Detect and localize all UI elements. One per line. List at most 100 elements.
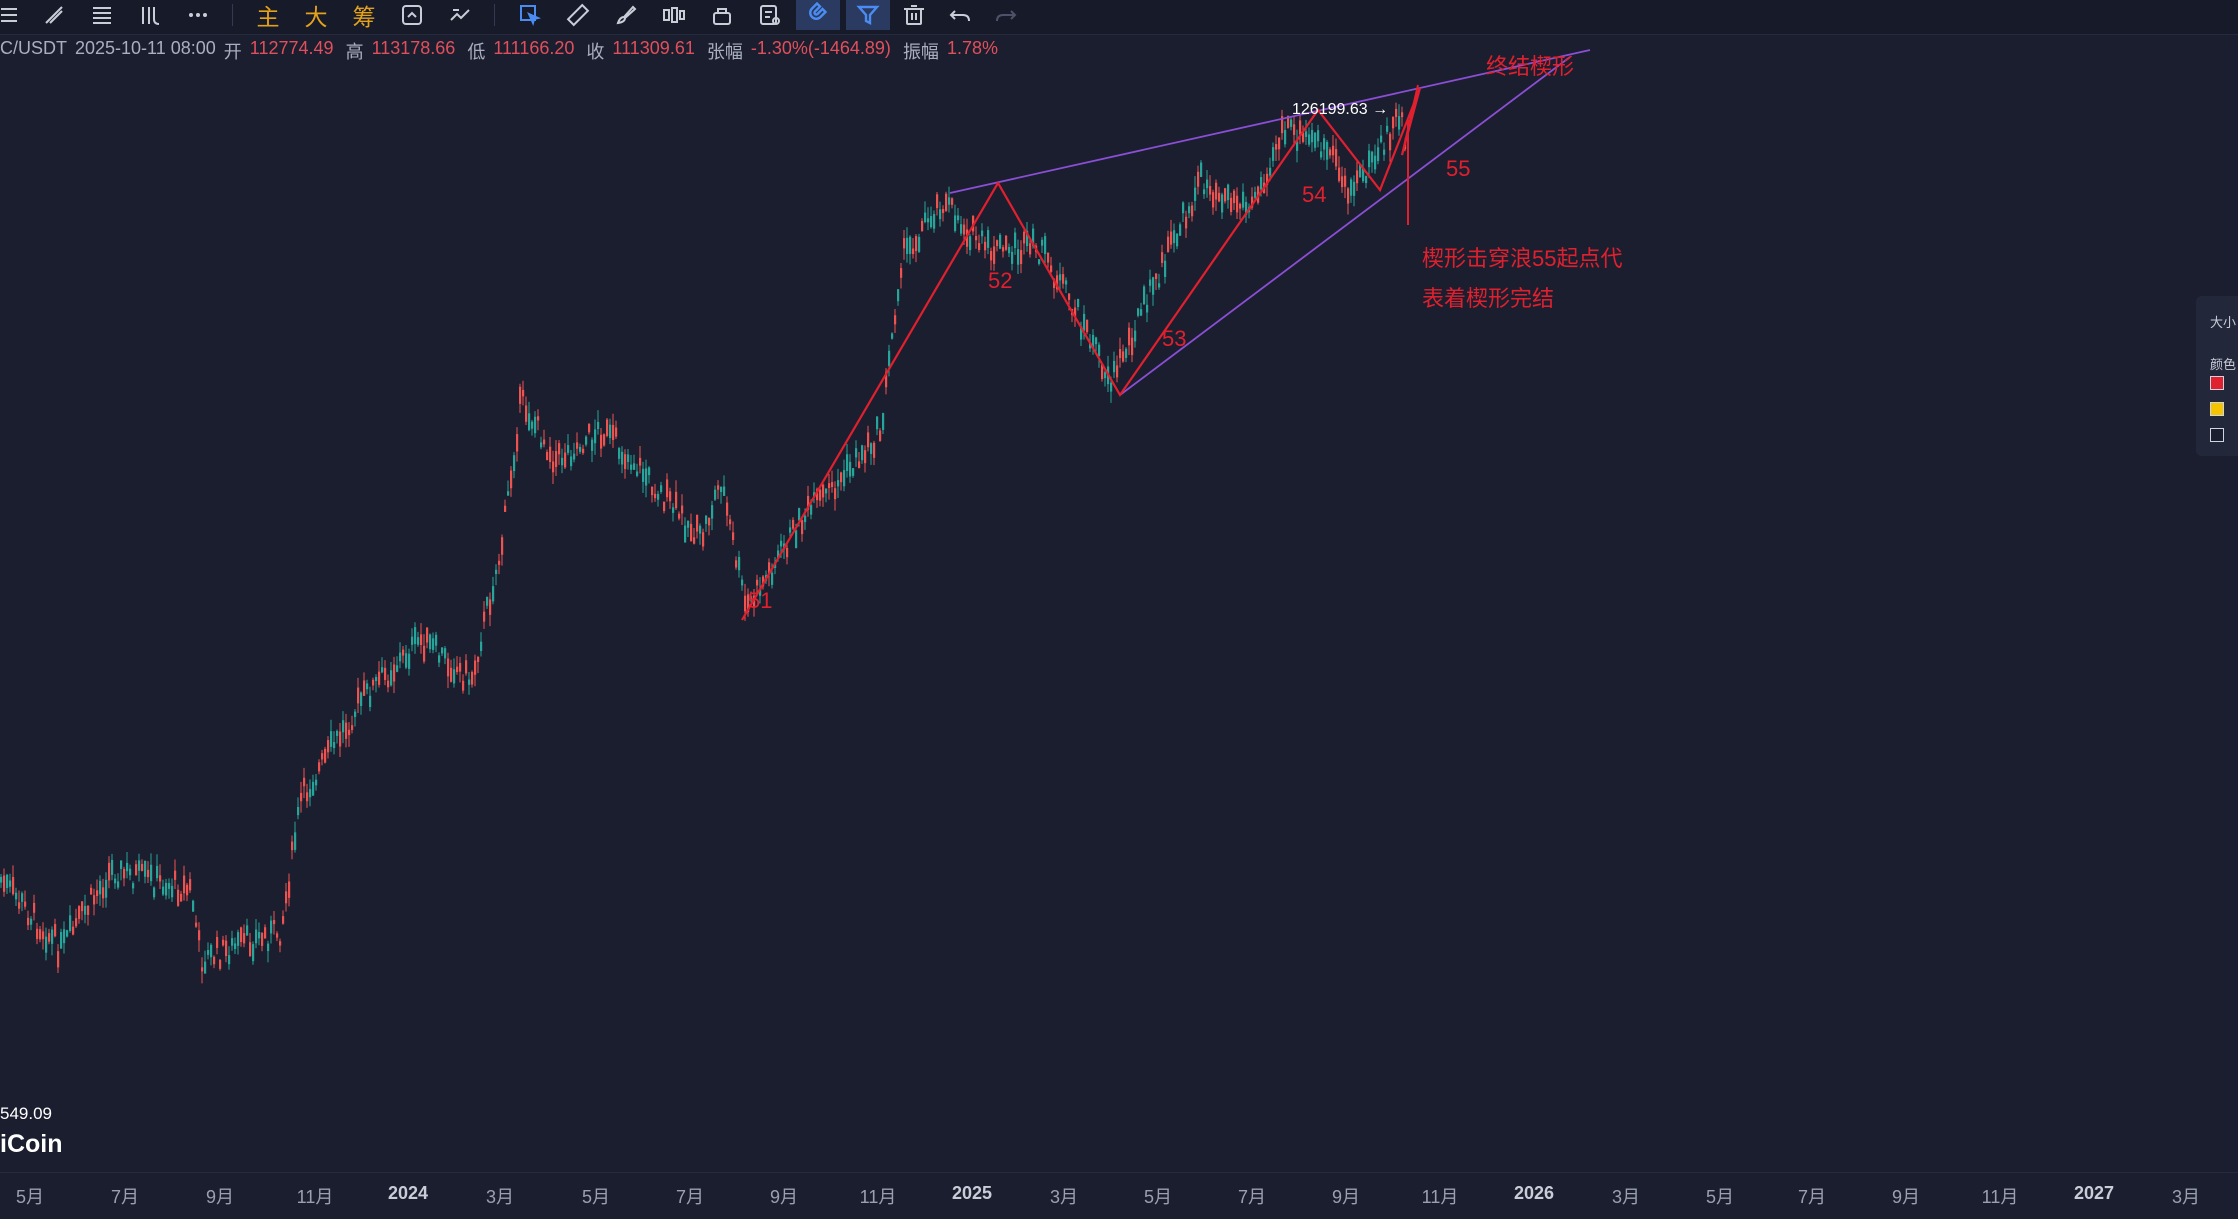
candle-body (216, 936, 219, 948)
candle-body (732, 532, 735, 541)
undo-icon[interactable] (942, 0, 978, 30)
toolbar-divider (494, 4, 495, 26)
candle-body (264, 927, 267, 939)
candle-body (1089, 342, 1092, 349)
candle-body (1203, 189, 1206, 195)
candle-body (1116, 365, 1119, 378)
candle-body (525, 405, 528, 422)
pitchfork-icon[interactable] (132, 0, 168, 30)
fib-lines-icon[interactable] (84, 0, 120, 30)
drawing-style-panel: 大小 颜色 (2196, 296, 2238, 456)
candle-body (1308, 134, 1311, 145)
wedge-lower-line[interactable] (1119, 56, 1571, 396)
wedge-pattern[interactable] (949, 49, 1591, 396)
candle-body (1212, 192, 1215, 208)
candle-body (981, 230, 984, 237)
candle-body (372, 679, 375, 686)
candle-body (1119, 349, 1122, 359)
candle-body (726, 502, 729, 516)
candle-body (312, 781, 315, 796)
drawing-toolbar: 主 大 筹 (0, 0, 2238, 35)
color-swatch-yellow[interactable] (2210, 402, 2224, 416)
candle-body (1173, 230, 1176, 244)
time-axis[interactable]: 5月 7月 9月 11月 2024 3月 5月 7月 9月 11月 2025 3月 5月 7月 9月 11月 2… (0, 1172, 2238, 1219)
candle-body (1083, 313, 1086, 331)
candle-body (858, 461, 861, 468)
candle-body (1236, 195, 1239, 213)
ruler-icon[interactable] (560, 0, 596, 30)
wedge-upper-line[interactable] (949, 49, 1591, 194)
candle-body (282, 916, 285, 924)
sync-icon[interactable] (394, 0, 430, 30)
candle-body (441, 647, 444, 654)
candle-body (138, 860, 141, 871)
candle-body (1383, 149, 1386, 155)
candle-body (444, 648, 447, 659)
color-swatch-dark[interactable] (2210, 428, 2224, 442)
candle-body (225, 940, 228, 957)
candle-body (777, 550, 780, 559)
candle-body (1098, 344, 1101, 356)
candle-body (519, 386, 522, 404)
candle-body (1209, 186, 1212, 195)
candle-body (471, 672, 474, 685)
candle-body (894, 315, 897, 325)
settings-doc-icon[interactable] (752, 0, 788, 30)
candle-body (399, 652, 402, 662)
cursor-select-icon[interactable] (512, 0, 548, 30)
trash-icon[interactable] (896, 0, 932, 30)
candle-body (927, 218, 930, 223)
candle-body (1326, 142, 1329, 160)
candle-body (549, 446, 552, 462)
redo-icon[interactable] (988, 0, 1024, 30)
candle-body (450, 667, 453, 682)
main-indicator-button[interactable]: 主 (256, 5, 280, 31)
candle-body (207, 949, 210, 955)
candle-body (489, 599, 492, 615)
candle-body (672, 507, 675, 513)
candle-body (915, 236, 918, 252)
candle-body (360, 692, 363, 706)
wave-55-segment[interactable] (1401, 84, 1419, 156)
price-chart[interactable]: 51 52 53 54 55 126199.63 → 终结楔形 楔形击穿浪55起… (0, 0, 2238, 1172)
chip-distribution-button[interactable]: 筹 (352, 5, 376, 31)
time-axis-tick: 5月 (15, 1187, 45, 1207)
magnet-icon[interactable] (796, 0, 840, 30)
candle-body (354, 711, 357, 717)
brush-icon[interactable] (608, 0, 644, 30)
price-readout: 549.09 (0, 1104, 52, 1123)
big-order-button[interactable]: 大 (304, 5, 328, 31)
candle-body (159, 875, 162, 882)
candle-body (87, 905, 90, 915)
lock-icon[interactable] (704, 0, 740, 30)
candle-body (210, 944, 213, 958)
candle-body (891, 333, 894, 339)
candle-body (762, 576, 765, 587)
candle-body (699, 525, 702, 534)
wave-polyline[interactable] (741, 87, 1422, 621)
time-axis-tick: 2027 (2073, 1183, 2115, 1203)
filter-icon[interactable] (846, 0, 890, 30)
candle-body (336, 730, 339, 736)
candle-body (333, 742, 336, 749)
candle-body (249, 942, 252, 956)
menu-icon[interactable] (0, 0, 28, 30)
trendline-icon[interactable] (36, 0, 72, 30)
candle-body (1134, 330, 1137, 342)
candle-body (429, 634, 432, 650)
candle-body (165, 882, 168, 896)
pattern-icon[interactable] (656, 0, 692, 30)
candle-body (834, 488, 837, 500)
candle-body (888, 350, 891, 366)
candle-body (873, 442, 876, 458)
candle-body (357, 687, 360, 704)
candle-body (69, 915, 72, 931)
candle-body (267, 943, 270, 952)
compare-icon[interactable] (442, 0, 478, 30)
candle-body (195, 922, 198, 927)
color-swatch-red[interactable] (2210, 376, 2224, 390)
more-icon[interactable] (180, 0, 216, 30)
candle-body (708, 517, 711, 526)
high-label: 高 (345, 42, 364, 62)
candle-body (1344, 175, 1347, 187)
